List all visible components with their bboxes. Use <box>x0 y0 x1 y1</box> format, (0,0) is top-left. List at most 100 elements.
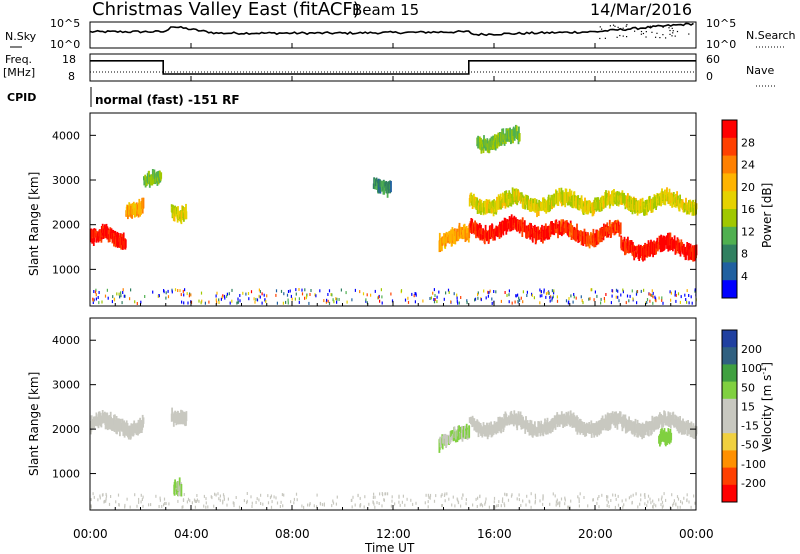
ground-scatter-cell <box>579 492 581 496</box>
ground-scatter-cell <box>681 501 683 505</box>
nsearch-dot <box>669 33 671 35</box>
ground-scatter-cell <box>415 293 417 297</box>
ground-scatter-cell <box>549 299 551 303</box>
ground-scatter-cell <box>273 495 275 499</box>
ground-scatter-cell <box>548 291 550 295</box>
data-cell <box>651 198 654 213</box>
ground-scatter-cell <box>255 500 257 504</box>
ground-scatter-cell <box>161 505 163 508</box>
data-cell <box>617 221 620 231</box>
ground-scatter-cell <box>182 289 184 293</box>
data-cell <box>156 176 159 182</box>
data-cell <box>449 432 452 443</box>
ground-scatter-cell <box>108 502 111 506</box>
ground-scatter-cell <box>301 288 303 292</box>
colorbar-frame <box>721 329 738 503</box>
ground-scatter-cell <box>246 492 248 495</box>
data-cell <box>185 203 187 216</box>
ground-scatter-cell <box>555 503 557 507</box>
ground-scatter-cell <box>628 496 630 500</box>
data-cell <box>688 428 690 435</box>
ground-scatter-cell <box>357 494 359 498</box>
nsearch-tick-bottom: 10^0 <box>706 38 736 51</box>
data-cell <box>491 207 493 213</box>
ground-scatter-cell <box>333 300 335 304</box>
nsearch-dot <box>654 36 657 38</box>
ground-scatter-cell <box>215 294 217 298</box>
ground-scatter-cell <box>140 500 142 504</box>
ground-scatter-cell <box>165 291 167 295</box>
colorbar-segment <box>722 364 737 383</box>
ground-scatter-cell <box>600 301 602 305</box>
ground-scatter-cell <box>495 290 497 294</box>
ground-scatter-cell <box>674 290 676 294</box>
nsearch-dot <box>672 32 674 34</box>
ground-scatter-cell <box>552 295 554 299</box>
data-cell <box>599 236 602 241</box>
ground-scatter-cell <box>118 503 120 507</box>
ground-scatter-cell <box>686 289 688 293</box>
ground-scatter-cell <box>213 504 215 508</box>
ground-scatter-cell <box>693 494 695 498</box>
data-cell <box>494 134 496 146</box>
nsearch-dot <box>649 25 651 27</box>
ground-scatter-cell <box>155 494 157 498</box>
ground-scatter-cell <box>190 293 192 297</box>
data-cell <box>577 232 580 243</box>
ground-scatter-cell <box>205 505 207 509</box>
power-colorbar: 28 24 20 16 12 8 4 <box>721 119 755 299</box>
ground-scatter-cell <box>485 497 487 501</box>
ground-scatter-cell <box>122 288 124 292</box>
ground-scatter-cell <box>553 291 555 295</box>
ground-scatter-cell <box>370 293 372 297</box>
ground-scatter-cell <box>610 301 612 305</box>
data-cell <box>679 244 682 257</box>
ground-scatter-cell <box>245 292 247 296</box>
ground-scatter-cell <box>617 295 619 299</box>
ground-scatter-cell <box>564 498 566 502</box>
ground-scatter-cell <box>572 300 574 304</box>
ground-scatter-cell <box>487 294 489 298</box>
ground-scatter-cell <box>309 293 311 296</box>
data-cell <box>581 421 584 428</box>
nsearch-dot <box>617 26 619 28</box>
ground-scatter-cell <box>148 503 150 507</box>
ground-scatter-cell <box>404 503 406 507</box>
ground-scatter-cell <box>200 291 203 295</box>
ground-scatter-cell <box>457 301 459 305</box>
ground-scatter-cell <box>456 296 458 300</box>
ground-scatter-cell <box>539 288 541 292</box>
colorbar-segment <box>722 280 737 299</box>
ground-scatter-cell <box>259 290 261 294</box>
data-cell <box>451 430 454 435</box>
cpid-label: CPID <box>7 91 36 104</box>
x-tick-label: 00:00 <box>73 527 108 541</box>
data-cell <box>172 413 175 427</box>
ground-scatter-cell <box>218 497 220 501</box>
ground-scatter-cell <box>313 504 315 508</box>
ground-scatter-cell <box>196 494 198 497</box>
ground-scatter-cell <box>264 298 266 302</box>
data-cell <box>507 192 509 197</box>
ground-scatter-cell <box>105 492 107 496</box>
ground-scatter-cell <box>116 292 118 296</box>
ground-scatter-cell <box>373 502 375 506</box>
ground-scatter-cell <box>90 505 92 509</box>
ground-scatter-cell <box>359 496 361 500</box>
x-tick-label: 00:00 <box>679 527 714 541</box>
ground-scatter-cell <box>457 501 460 505</box>
nsearch-dot <box>645 36 647 38</box>
ground-scatter-cell <box>293 501 295 505</box>
nsearch-dot <box>671 35 673 37</box>
ground-scatter-cell <box>504 291 506 294</box>
ground-scatter-cell <box>472 503 474 507</box>
ground-scatter-cell <box>568 300 570 304</box>
ground-scatter-cell <box>427 505 429 509</box>
ground-scatter-cell <box>215 493 217 497</box>
ground-scatter-cell <box>219 498 221 502</box>
ground-scatter-cell <box>340 288 342 292</box>
data-cell <box>90 415 93 429</box>
ground-scatter-cell <box>121 301 123 305</box>
ground-scatter-cell <box>652 291 654 295</box>
ground-scatter-cell <box>383 498 385 502</box>
